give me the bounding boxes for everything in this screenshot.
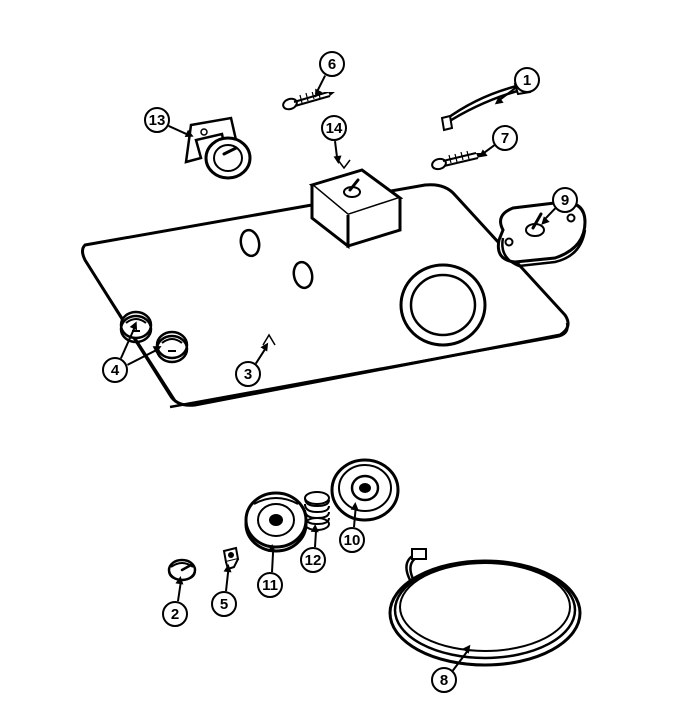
leader-arrow [268,544,276,552]
callout-1: 1 [514,67,540,93]
callout-8: 8 [431,667,457,693]
callout-7: 7 [492,125,518,151]
switch-assembly [485,200,595,290]
callout-11: 11 [257,572,283,598]
leader-arrow [351,502,360,511]
leader-arrow [311,524,319,532]
switch-box [300,150,410,250]
bracket-knob [176,110,266,190]
callout-9: 9 [552,187,578,213]
callout-5: 5 [211,591,237,617]
wire-harness [380,545,590,675]
leader-arrow [175,575,184,584]
callout-2: 2 [162,601,188,627]
callout-14: 14 [321,115,347,141]
callout-4: 4 [102,357,128,383]
callout-12: 12 [300,547,326,573]
dial-plate [328,455,403,525]
callout-13: 13 [144,107,170,133]
callout-10: 10 [339,527,365,553]
callout-6: 6 [319,51,345,77]
diagram-stage: 1234567891011121314 [0,0,680,715]
leader-arrow [224,564,233,573]
leader-arrow [334,156,343,165]
callout-3: 3 [235,361,261,387]
